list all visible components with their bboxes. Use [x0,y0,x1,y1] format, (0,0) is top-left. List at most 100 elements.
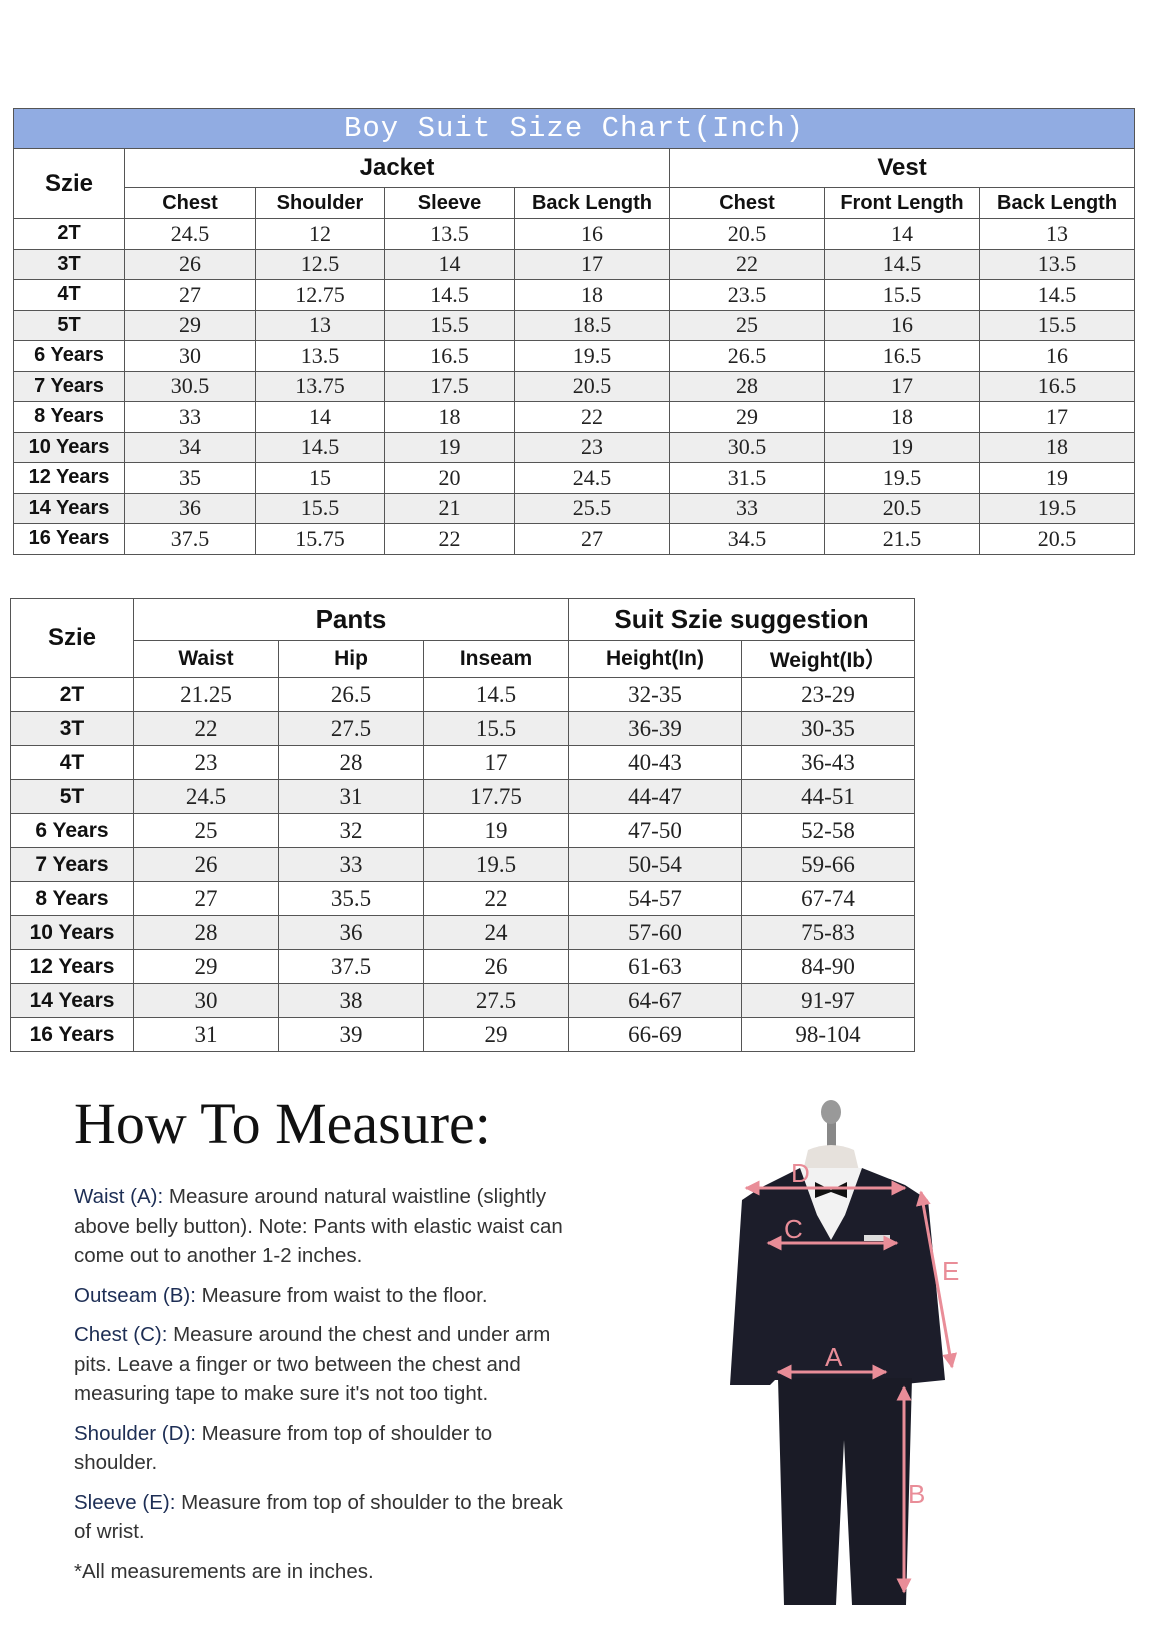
table-row: 8 Years 33 14 18 22 29 18 17 [13,401,1136,433]
table-row: 4T 23 28 17 40-43 36-43 [10,745,915,780]
mannequin [802,1100,860,1175]
group-header: Jacket [124,148,670,188]
cell: 31 [133,1017,279,1052]
cell: 30.5 [124,370,256,402]
table-row: 2T 24.5 12 13.5 16 20.5 14 13 [13,218,1136,250]
cell: 37.5 [124,523,256,555]
table-row: 10 Years 28 36 24 57-60 75-83 [10,915,915,950]
cell: 36 [278,915,424,950]
size-cell: 7 Years [10,847,134,882]
cell: 14 [384,248,515,280]
cell: 18 [824,401,980,433]
cell: 29 [669,401,825,433]
cell: 66-69 [568,1017,742,1052]
cell: 75-83 [741,915,915,950]
cell: 24.5 [133,779,279,814]
cell: 35 [124,462,256,494]
suit [730,1168,945,1605]
cell: 29 [133,949,279,984]
cell: 50-54 [568,847,742,882]
size-cell: 14 Years [13,492,125,524]
cell: 22 [384,523,515,555]
cell: 17 [514,248,670,280]
instruction: Chest (C): Measure around the chest and … [74,1320,574,1409]
cell: 15 [255,462,385,494]
cell: 30 [124,340,256,372]
table-row: 5T 24.5 31 17.75 44-47 44-51 [10,779,915,814]
cell: 16.5 [978,370,1136,402]
table-row: 10 Years 34 14.5 19 23 30.5 19 18 [13,431,1136,463]
cell: 34 [124,431,256,463]
note: *All measurements are in inches. [74,1557,574,1587]
cell: 19.5 [423,847,569,882]
size-cell: 2T [10,677,134,712]
cell: 38 [278,983,424,1018]
size-cell: 16 Years [13,523,125,555]
column-header: Inseam [423,640,569,678]
size-cell: 14 Years [10,983,134,1018]
cell: 21.5 [824,523,980,555]
table-row: 16 Years 31 39 29 66-69 98-104 [10,1017,915,1052]
size-header: Szie [13,148,125,219]
instruction-label: Sleeve (E): [74,1490,176,1514]
cell: 17.5 [384,370,515,402]
cell: 21 [384,492,515,524]
cell: 23-29 [741,677,915,712]
cell: 18.5 [514,309,670,341]
cell: 14.5 [255,431,385,463]
instruction-text: Measure around natural waistline (slight… [74,1185,563,1267]
cell: 13 [255,309,385,341]
cell: 20.5 [514,370,670,402]
cell: 16.5 [824,340,980,372]
cell: 36-39 [568,711,742,746]
measure-arrows [744,1180,958,1594]
table-row: 6 Years 25 32 19 47-50 52-58 [10,813,915,848]
column-header: Front Length [824,187,980,219]
cell: 39 [278,1017,424,1052]
size-cell: 3T [13,248,125,280]
instruction-text: Measure from top of shoulder to the brea… [74,1490,563,1544]
instruction-text: Measure around the chest and under arm p… [74,1323,551,1405]
cell: 32 [278,813,424,848]
column-header: Waist [133,640,279,678]
instruction-text: Measure from top of shoulder to shoulder… [74,1421,493,1475]
group-header: Vest [668,148,1136,188]
cell: 22 [669,248,825,280]
table-title: Boy Suit Size Chart(Inch) [12,108,1136,149]
cell: 98-104 [741,1017,915,1052]
cell: 15.75 [255,523,385,555]
cell: 15.5 [824,279,980,311]
cell: 24.5 [514,462,670,494]
cell: 52-58 [741,813,915,848]
size-cell: 8 Years [10,881,134,916]
cell: 64-67 [568,983,742,1018]
size-cell: 7 Years [13,370,125,402]
cell: 34.5 [669,523,825,555]
measure-heading: How To Measure: [74,1091,491,1156]
column-row: Waist Hip Inseam Height(In) Weight(Ib） [11,640,915,678]
cell: 15.5 [423,711,569,746]
cell: 30.5 [669,431,825,463]
group-row: Szie Pants Suit Szie suggestion [10,598,915,678]
measure-instructions: Waist (A): Measure around natural waistl… [74,1182,574,1596]
size-cell: 10 Years [10,915,134,950]
table-row: 14 Years 30 38 27.5 64-67 91-97 [10,983,915,1018]
label-a: A [825,1342,843,1372]
label-c: C [784,1214,803,1244]
column-row: Chest Shoulder Sleeve Back Length Chest Front… [14,187,1136,219]
pants-suggestion-table: Szie Pants Suit Szie suggestion Waist Hip Ins… [10,598,915,1052]
instruction: Shoulder (D): Measure from top of should… [74,1419,574,1478]
cell: 23 [133,745,279,780]
table-row: 12 Years 29 37.5 26 61-63 84-90 [10,949,915,984]
title-row: Boy Suit Size Chart(Inch) [12,108,1136,149]
group-header: Pants [133,598,569,641]
cell: 19.5 [824,462,980,494]
label-b: B [908,1479,925,1509]
instruction-label: Outseam (B): [74,1283,196,1307]
cell: 20.5 [824,492,980,524]
cell: 28 [669,370,825,402]
size-cell: 5T [10,779,134,814]
size-cell: 6 Years [13,340,125,372]
